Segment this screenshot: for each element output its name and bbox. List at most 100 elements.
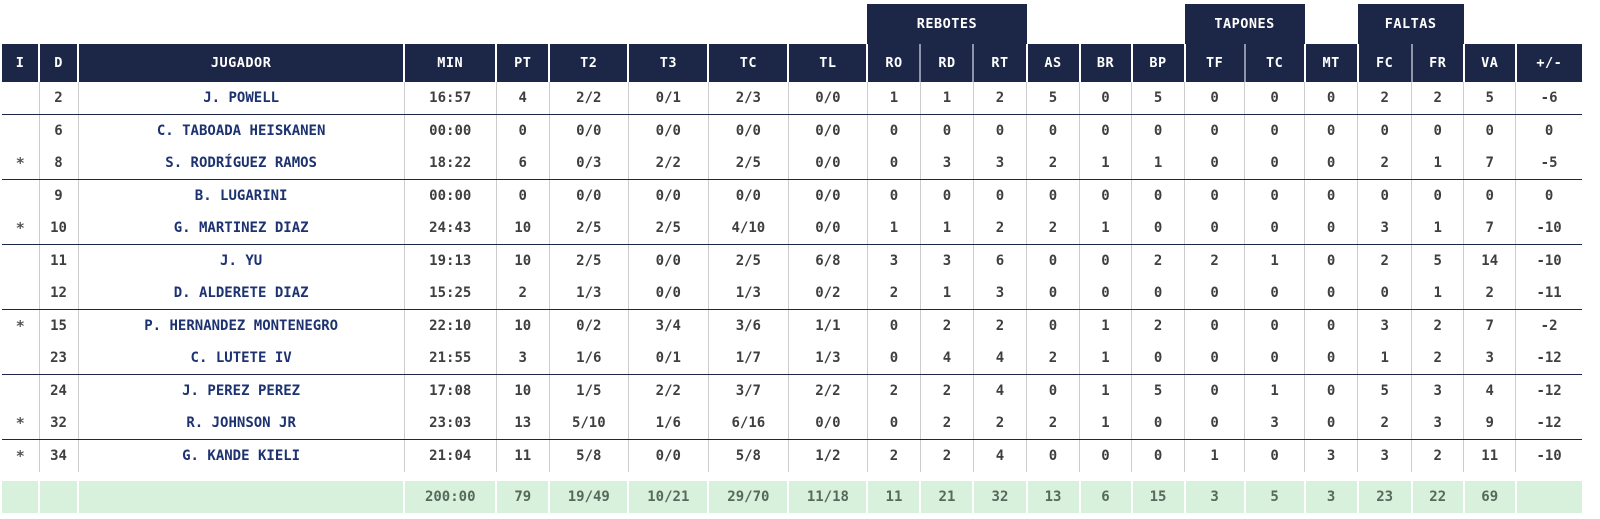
stat-br: 1 [1079,407,1132,440]
stat-rd: 2 [919,374,974,407]
stat-bp: 1 [1131,147,1185,180]
stat-mt: 0 [1304,82,1358,115]
stat-tf: 0 [1184,374,1245,407]
player-name[interactable]: C. TABOADA HEISKANEN [77,114,405,147]
box-score-table: REBOTES TAPONES FALTAS I D JUGADOR MIN PT T2 T… [2,4,1582,513]
totals-spacer [2,472,1582,481]
starter-star-cell [2,342,40,375]
stat-min: 23:03 [403,407,497,440]
stat-plus-minus: -12 [1515,374,1582,407]
stat-rt: 4 [972,342,1027,375]
stat-mt: 0 [1304,244,1358,277]
stat-tl: 0/0 [787,212,868,245]
stat-tl: 0/2 [787,277,868,310]
stat-br: 1 [1079,342,1132,375]
player-name[interactable]: P. HERNANDEZ MONTENEGRO [77,309,405,342]
dorsal-cell: 11 [38,244,79,277]
stat-br: 0 [1079,82,1132,115]
stat-tc: 6/16 [707,407,789,440]
total-plus-minus [1514,481,1582,513]
stat-tc2: 0 [1244,439,1305,472]
total-rd: 21 [919,481,974,513]
stat-tl: 2/2 [787,374,868,407]
stat-tc: 1/3 [707,277,789,310]
stat-fr: 5 [1411,244,1464,277]
stat-rt: 6 [972,244,1027,277]
col-header-tc2: TC [1243,44,1305,82]
stat-fr: 3 [1411,374,1464,407]
stat-rd: 2 [919,407,974,440]
stat-mt: 0 [1304,212,1358,245]
stat-fc: 0 [1357,179,1412,212]
total-tc: 29/70 [707,481,789,513]
stat-t3: 1/6 [627,407,709,440]
player-name[interactable]: S. RODRÍGUEZ RAMOS [77,147,405,180]
stat-min: 22:10 [403,309,497,342]
player-name[interactable]: J. YU [77,244,405,277]
player-name[interactable]: R. JOHNSON JR [77,407,405,440]
stat-rt: 4 [972,439,1027,472]
stat-rd: 0 [919,179,974,212]
player-name[interactable]: B. LUGARINI [77,179,405,212]
player-row: 24 J. PEREZ PEREZ 17:08 10 1/5 2/2 3/7 2/2 2 2 4 0 1… [2,374,1582,407]
stat-plus-minus: -11 [1515,277,1582,310]
total-pt: 79 [495,481,550,513]
col-header-tf: TF [1183,44,1245,82]
player-row: 2 J. POWELL 16:57 4 2/2 0/1 2/3 0/0 1 1 2 5 0 5 0 0 0 2 2 5… [2,82,1582,115]
stat-tf: 0 [1184,82,1245,115]
col-header-br: BR [1078,44,1132,82]
group-spacer [1027,4,1185,44]
stat-rt: 2 [972,212,1027,245]
dorsal-cell: 12 [38,277,79,310]
stat-rd: 1 [919,82,974,115]
stat-ro: 0 [866,114,921,147]
player-name[interactable]: D. ALDERETE DIAZ [77,277,405,310]
stat-t2: 1/5 [548,374,629,407]
stat-tl: 1/3 [787,342,868,375]
stat-va: 0 [1463,114,1516,147]
stat-va: 0 [1463,179,1516,212]
stat-t3: 2/5 [627,212,709,245]
stat-tc2: 0 [1244,342,1305,375]
total-tl: 11/18 [787,481,868,513]
total-d [38,481,79,513]
stat-as: 2 [1025,407,1080,440]
col-header-tl: TL [787,44,868,82]
stat-rd: 1 [919,277,974,310]
stat-fr: 0 [1411,179,1464,212]
stat-as: 0 [1025,374,1080,407]
stat-plus-minus: -5 [1515,147,1582,180]
total-min: 200:00 [403,481,497,513]
col-header-t2: T2 [548,44,629,82]
player-name[interactable]: J. PEREZ PEREZ [77,374,405,407]
stat-pt: 0 [495,114,550,147]
stat-va: 7 [1463,212,1516,245]
stat-tc: 1/7 [707,342,789,375]
stat-bp: 2 [1131,244,1185,277]
player-name[interactable]: G. MARTINEZ DIAZ [77,212,405,245]
group-header-rebotes: REBOTES [867,4,1027,44]
stat-tf: 0 [1184,147,1245,180]
player-row: 6 C. TABOADA HEISKANEN 00:00 0 0/0 0/0 0/0 0/0 0… [2,114,1582,147]
stat-as: 2 [1025,342,1080,375]
total-jugador [77,481,405,513]
stat-ro: 2 [866,277,921,310]
group-spacer [1464,4,1582,44]
stat-tc2: 3 [1244,407,1305,440]
stat-rt: 3 [972,147,1027,180]
group-header-faltas: FALTAS [1357,4,1464,44]
stat-as: 0 [1025,439,1080,472]
col-header-fr: FR [1410,44,1464,82]
col-header-jugador: JUGADOR [77,44,405,82]
player-name[interactable]: J. POWELL [77,82,405,115]
stat-tc: 0/0 [707,179,789,212]
player-name[interactable]: G. KANDE KIELI [77,439,405,472]
stat-tc: 2/5 [707,147,789,180]
col-header-bp: BP [1130,44,1185,82]
stat-t3: 2/2 [627,374,709,407]
dorsal-cell: 8 [38,147,79,180]
stat-as: 5 [1025,82,1080,115]
stat-tc: 2/5 [707,244,789,277]
player-name[interactable]: C. LUTETE IV [77,342,405,375]
stat-bp: 5 [1131,82,1185,115]
